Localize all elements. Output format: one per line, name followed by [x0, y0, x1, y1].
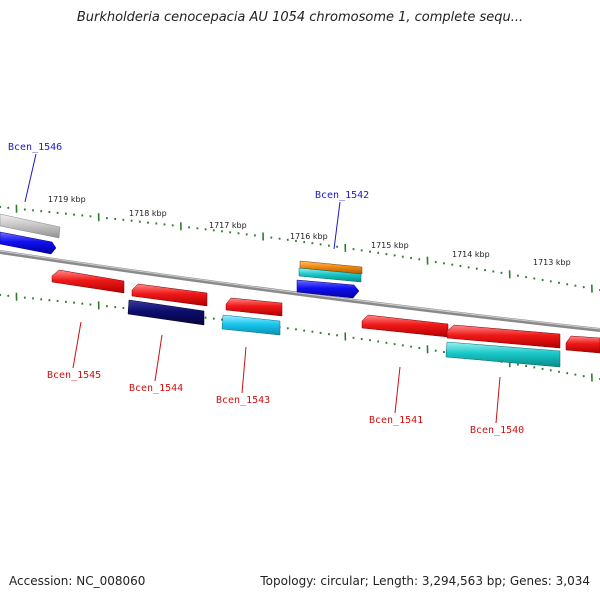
accession-label: Accession: NC_008060	[9, 574, 146, 588]
gene-feature-teal[interactable]	[445, 341, 561, 368]
kbp-label: 1718 kbp	[129, 209, 167, 218]
leader-line	[333, 201, 341, 250]
kbp-label: 1713 kbp	[533, 258, 571, 267]
gene-label[interactable]: Bcen_1543	[216, 395, 270, 406]
gene-feature-red[interactable]	[361, 314, 449, 338]
gene-feature-blue[interactable]	[0, 231, 57, 255]
kbp-label: 1714 kbp	[452, 250, 490, 259]
leader-line	[154, 334, 163, 382]
leader-line	[495, 376, 501, 424]
kbp-label: 1717 kbp	[209, 221, 247, 230]
gene-feature-red[interactable]	[51, 269, 125, 294]
kbp-scale: 1719 kbp 1718 kbp 1717 kbp 1716 kbp 1715…	[48, 195, 571, 267]
gene-label[interactable]: Bcen_1542	[315, 190, 369, 201]
kbp-label: 1715 kbp	[371, 241, 409, 250]
bottom-strand-features	[51, 269, 600, 368]
gene-feature-grey[interactable]	[0, 213, 61, 239]
gene-feature-red[interactable]	[225, 297, 283, 317]
leader-line	[24, 153, 37, 203]
kbp-label: 1716 kbp	[290, 232, 328, 241]
map-title: Burkholderia cenocepacia AU 1054 chromos…	[76, 10, 524, 25]
gene-feature-cyan[interactable]	[221, 314, 281, 336]
top-strand-features	[0, 213, 363, 299]
gene-label[interactable]: Bcen_1544	[129, 383, 183, 394]
topology-summary: Topology: circular; Length: 3,294,563 bp…	[260, 574, 590, 588]
gene-feature-navy[interactable]	[127, 299, 205, 326]
gene-feature-red[interactable]	[131, 283, 208, 307]
gene-label[interactable]: Bcen_1545	[47, 370, 101, 381]
gene-feature-orange[interactable]	[299, 260, 363, 275]
leader-line	[241, 346, 247, 394]
gene-feature-blue[interactable]	[296, 279, 360, 299]
leader-line	[72, 321, 82, 369]
leader-line	[394, 366, 401, 414]
top-tick-row	[0, 204, 600, 293]
gene-feature-red[interactable]	[446, 324, 561, 349]
gene-label[interactable]: Bcen_1541	[369, 415, 423, 426]
genome-backbone	[0, 250, 600, 332]
genome-backbone-highlight	[0, 250, 600, 330]
gene-feature-red[interactable]	[565, 335, 600, 354]
gene-label-leaders	[24, 153, 501, 424]
gene-label[interactable]: Bcen_1540	[470, 425, 524, 436]
kbp-label: 1719 kbp	[48, 195, 86, 204]
gene-feature-teal[interactable]	[298, 267, 362, 283]
gene-label[interactable]: Bcen_1546	[8, 142, 62, 153]
gene-labels: Bcen_1546 Bcen_1542 Bcen_1545 Bcen_1544 …	[8, 142, 524, 436]
